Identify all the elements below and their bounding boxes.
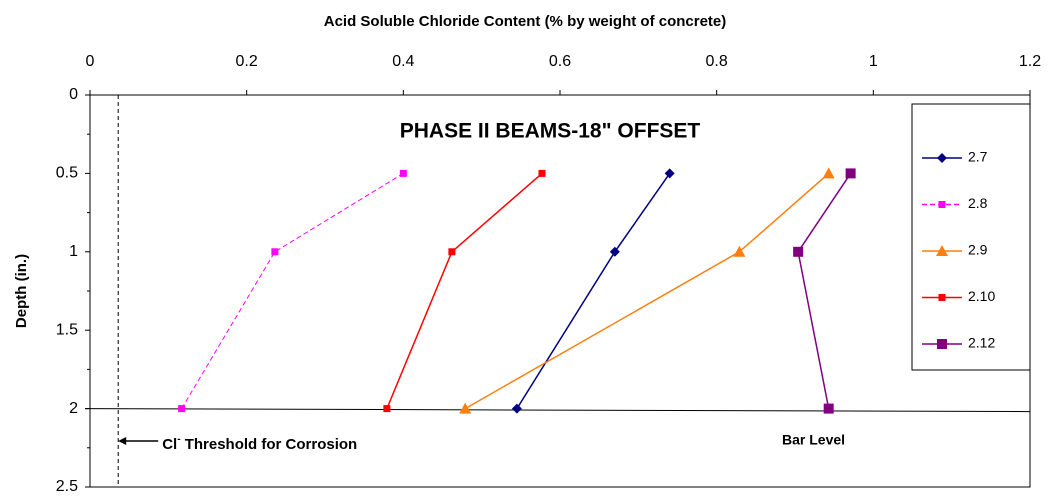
y-tick-label: 2.5 <box>56 478 78 495</box>
legend-marker <box>938 294 946 301</box>
chart-title: PHASE II BEAMS-18" OFFSET <box>400 120 701 143</box>
threshold-arrowhead <box>118 437 127 445</box>
series-line <box>181 172 404 409</box>
bar-level-line <box>84 408 1031 413</box>
y-tick-label: 2 <box>69 400 78 417</box>
data-point <box>733 245 746 257</box>
threshold-label: Cl- Threshold for Corrosion <box>162 434 357 453</box>
x-tick-label: 0.4 <box>392 53 414 70</box>
data-point <box>664 168 675 179</box>
x-tick-label: 0.8 <box>706 53 728 70</box>
data-point <box>609 246 620 257</box>
data-point <box>823 403 834 414</box>
threshold-label-sup: - <box>177 434 180 445</box>
threshold-label-rest: Threshold for Corrosion <box>181 436 358 453</box>
legend-marker <box>938 201 946 208</box>
legend-box <box>911 103 1031 371</box>
x-axis-label: Acid Soluble Chloride Content (% by weig… <box>324 13 727 30</box>
threshold-label-cl: Cl <box>162 436 177 453</box>
data-point <box>459 402 472 414</box>
x-tick-label: 0 <box>86 53 95 70</box>
legend-marker <box>937 153 947 163</box>
legend-label: 2.8 <box>968 195 988 211</box>
data-point <box>845 168 856 179</box>
y-tick-label: 0 <box>69 86 78 103</box>
x-tick-label: 0.2 <box>236 53 258 70</box>
legend-marker <box>936 245 948 256</box>
data-point <box>822 167 835 179</box>
bar-level-label: Bar Level <box>782 432 845 448</box>
legend-marker <box>937 339 947 349</box>
data-point <box>448 248 456 256</box>
data-point <box>511 403 522 414</box>
data-point <box>399 169 407 177</box>
legend-label: 2.12 <box>968 335 995 351</box>
data-point <box>271 248 279 256</box>
legend-label: 2.7 <box>968 149 988 165</box>
y-tick-label: 1 <box>69 243 78 260</box>
y-tick-label: 0.5 <box>56 165 78 182</box>
data-point <box>793 246 804 257</box>
legend-label: 2.9 <box>968 242 988 258</box>
y-tick-label: 1.5 <box>56 321 78 338</box>
x-tick-label: 0.6 <box>549 53 571 70</box>
y-axis-label: Depth (in.) <box>13 254 30 328</box>
x-tick-label: 1.2 <box>1019 53 1041 70</box>
legend-label: 2.10 <box>968 288 995 304</box>
data-point <box>538 169 546 177</box>
data-point <box>383 405 391 413</box>
x-tick-label: 1 <box>869 53 878 70</box>
data-point <box>178 405 186 413</box>
